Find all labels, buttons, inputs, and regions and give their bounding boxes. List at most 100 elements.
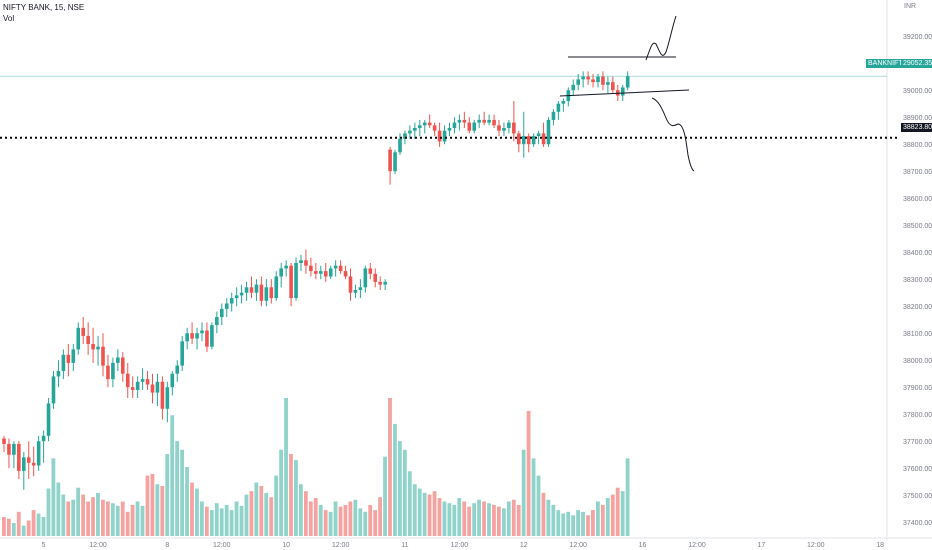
candle-body bbox=[581, 76, 585, 80]
volume-bar bbox=[135, 501, 140, 536]
candle-body bbox=[457, 119, 462, 123]
volume-bar bbox=[348, 501, 353, 536]
candle-body bbox=[328, 268, 333, 277]
candle-body bbox=[170, 373, 175, 388]
candle-body bbox=[220, 308, 224, 317]
candle-body bbox=[304, 260, 308, 266]
candle-body bbox=[413, 128, 417, 131]
candle-body bbox=[180, 341, 184, 366]
time-tick-label: 16 bbox=[639, 542, 647, 549]
volume-bar bbox=[185, 467, 189, 536]
candle-body bbox=[373, 273, 378, 282]
volume-bar bbox=[46, 488, 51, 536]
volume-bar bbox=[180, 449, 184, 536]
volume-bar bbox=[234, 501, 239, 536]
candle-body bbox=[36, 441, 41, 466]
price-tick-label: 38300.00 bbox=[903, 277, 932, 284]
candle-body bbox=[571, 84, 576, 91]
volume-bar bbox=[556, 510, 561, 536]
price-tick-label: 38200.00 bbox=[903, 304, 932, 311]
volume-bar bbox=[402, 449, 407, 536]
price-tick-label: 37600.00 bbox=[903, 466, 932, 473]
volume-bar bbox=[600, 504, 605, 536]
volume-bar bbox=[21, 525, 26, 536]
candle-body bbox=[432, 125, 437, 131]
candle-body bbox=[606, 82, 610, 85]
volume-bar bbox=[81, 494, 85, 536]
candle-body bbox=[294, 263, 298, 299]
candle-body bbox=[467, 122, 472, 131]
volume-bar bbox=[591, 510, 595, 536]
time-tick-label: 12:00 bbox=[89, 542, 107, 549]
candle-body bbox=[264, 287, 269, 301]
volume-bar bbox=[521, 449, 526, 536]
volume-bar bbox=[551, 504, 556, 536]
volume-bar bbox=[566, 511, 571, 536]
candle-body bbox=[259, 284, 264, 301]
candle-body bbox=[244, 287, 249, 293]
candle-body bbox=[185, 333, 189, 342]
candle-body bbox=[96, 346, 100, 350]
candle-body bbox=[333, 265, 338, 269]
volume-bar bbox=[497, 506, 501, 536]
candle-body bbox=[418, 125, 422, 128]
volume-bar bbox=[620, 491, 625, 536]
volume-bar bbox=[155, 484, 160, 536]
candle-body bbox=[586, 76, 590, 80]
candle-body bbox=[234, 295, 239, 299]
volume-bar bbox=[536, 475, 541, 536]
candle-body bbox=[556, 103, 561, 112]
volume-bar bbox=[303, 491, 308, 536]
volume-bar bbox=[586, 515, 590, 536]
candle-body bbox=[591, 79, 595, 83]
volume-bar bbox=[125, 511, 130, 536]
time-tick-label: 17 bbox=[757, 542, 765, 549]
candle-body bbox=[175, 365, 180, 374]
volume-bar bbox=[615, 487, 620, 536]
volume-bar bbox=[383, 456, 387, 536]
volume-bar bbox=[427, 494, 432, 536]
volume-bar bbox=[105, 501, 110, 536]
candle-body bbox=[512, 122, 516, 134]
candle-body bbox=[625, 76, 630, 88]
candle-body bbox=[447, 128, 452, 131]
volume-bar bbox=[195, 488, 199, 536]
volume-bar bbox=[11, 523, 16, 536]
volume-bar bbox=[477, 499, 481, 536]
candle-body bbox=[111, 362, 115, 380]
candle-body bbox=[576, 79, 580, 85]
price-tick-label: 38800.00 bbox=[903, 142, 932, 149]
candle-body bbox=[452, 122, 457, 128]
volume-bar bbox=[120, 501, 125, 536]
candle-body bbox=[502, 128, 506, 131]
candle-body bbox=[531, 136, 536, 145]
time-tick-label: 12:00 bbox=[807, 542, 825, 549]
last-price-tag: 29052.35 bbox=[901, 59, 932, 68]
volume-bar bbox=[546, 499, 551, 536]
volume-bar bbox=[526, 410, 531, 536]
volume-bar bbox=[56, 482, 61, 536]
candle-body bbox=[561, 101, 566, 104]
time-tick-label: 5 bbox=[42, 542, 46, 549]
candle-body bbox=[125, 373, 130, 388]
candle-body bbox=[274, 276, 279, 299]
price-tick-label: 38000.00 bbox=[903, 358, 932, 365]
time-tick-label: 11 bbox=[401, 542, 408, 549]
candle-body bbox=[289, 265, 293, 299]
candle-body bbox=[116, 357, 120, 363]
currency-label: INR bbox=[904, 3, 917, 10]
volume-bar bbox=[86, 501, 90, 536]
volume-bar bbox=[209, 510, 214, 536]
volume-bar bbox=[51, 458, 56, 536]
candle-body bbox=[150, 384, 155, 393]
volume-bar bbox=[452, 504, 457, 536]
candle-body bbox=[517, 133, 521, 145]
candle-body bbox=[541, 133, 546, 145]
candle-body bbox=[279, 268, 283, 277]
volume-bar bbox=[561, 513, 566, 536]
volume-bar bbox=[284, 398, 288, 536]
candle-body bbox=[66, 354, 71, 363]
volume-bar bbox=[313, 498, 318, 536]
